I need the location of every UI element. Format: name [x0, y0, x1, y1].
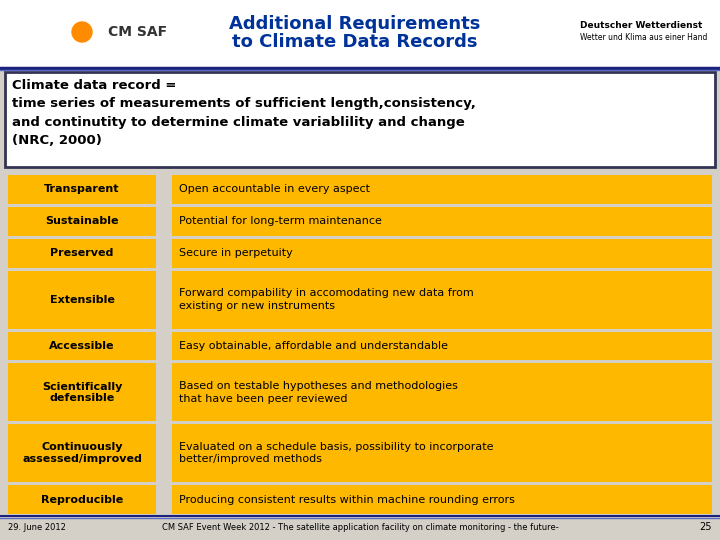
FancyBboxPatch shape — [172, 424, 712, 482]
FancyBboxPatch shape — [8, 207, 156, 236]
Text: 29. June 2012: 29. June 2012 — [8, 523, 66, 531]
Text: Reproducible: Reproducible — [41, 495, 123, 504]
Text: Preserved: Preserved — [50, 248, 114, 258]
FancyBboxPatch shape — [5, 72, 715, 167]
Text: Extensible: Extensible — [50, 295, 114, 305]
Text: to Climate Data Records: to Climate Data Records — [233, 33, 478, 51]
Text: Continuously
assessed/improved: Continuously assessed/improved — [22, 442, 142, 464]
FancyBboxPatch shape — [172, 207, 712, 236]
Text: Additional Requirements: Additional Requirements — [229, 15, 481, 33]
Text: Based on testable hypotheses and methodologies
that have been peer reviewed: Based on testable hypotheses and methodo… — [179, 381, 458, 403]
Text: Climate data record =
time series of measurements of sufficient length,consisten: Climate data record = time series of mea… — [12, 79, 476, 147]
FancyBboxPatch shape — [8, 332, 156, 361]
Text: 25: 25 — [700, 522, 712, 532]
Text: CM SAF: CM SAF — [108, 25, 167, 39]
Text: Open accountable in every aspect: Open accountable in every aspect — [179, 185, 370, 194]
Text: Transparent: Transparent — [44, 185, 120, 194]
FancyBboxPatch shape — [172, 175, 712, 204]
FancyBboxPatch shape — [172, 239, 712, 268]
Text: Forward compability in accomodating new data from
existing or new instruments: Forward compability in accomodating new … — [179, 288, 474, 311]
FancyBboxPatch shape — [172, 271, 712, 328]
Text: CM SAF Event Week 2012 - The satellite application facility on climate monitorin: CM SAF Event Week 2012 - The satellite a… — [161, 523, 559, 531]
FancyBboxPatch shape — [8, 424, 156, 482]
FancyBboxPatch shape — [8, 271, 156, 328]
Text: Potential for long-term maintenance: Potential for long-term maintenance — [179, 217, 382, 226]
Text: Scientifically
defensible: Scientifically defensible — [42, 382, 122, 403]
FancyBboxPatch shape — [8, 175, 156, 204]
Text: Easy obtainable, affordable and understandable: Easy obtainable, affordable and understa… — [179, 341, 448, 351]
Text: Producing consistent results within machine rounding errors: Producing consistent results within mach… — [179, 495, 515, 504]
FancyBboxPatch shape — [8, 485, 156, 514]
Text: Accessible: Accessible — [49, 341, 114, 351]
Text: Evaluated on a schedule basis, possibility to incorporate
better/improved method: Evaluated on a schedule basis, possibili… — [179, 442, 493, 464]
Text: Wetter und Klima aus einer Hand: Wetter und Klima aus einer Hand — [580, 33, 707, 43]
Text: Sustainable: Sustainable — [45, 217, 119, 226]
FancyBboxPatch shape — [8, 239, 156, 268]
FancyBboxPatch shape — [8, 363, 156, 421]
Text: Deutscher Wetterdienst: Deutscher Wetterdienst — [580, 22, 703, 30]
FancyBboxPatch shape — [0, 0, 720, 68]
Text: Secure in perpetuity: Secure in perpetuity — [179, 248, 293, 258]
FancyBboxPatch shape — [172, 363, 712, 421]
Circle shape — [72, 22, 92, 42]
FancyBboxPatch shape — [172, 485, 712, 514]
FancyBboxPatch shape — [172, 332, 712, 361]
